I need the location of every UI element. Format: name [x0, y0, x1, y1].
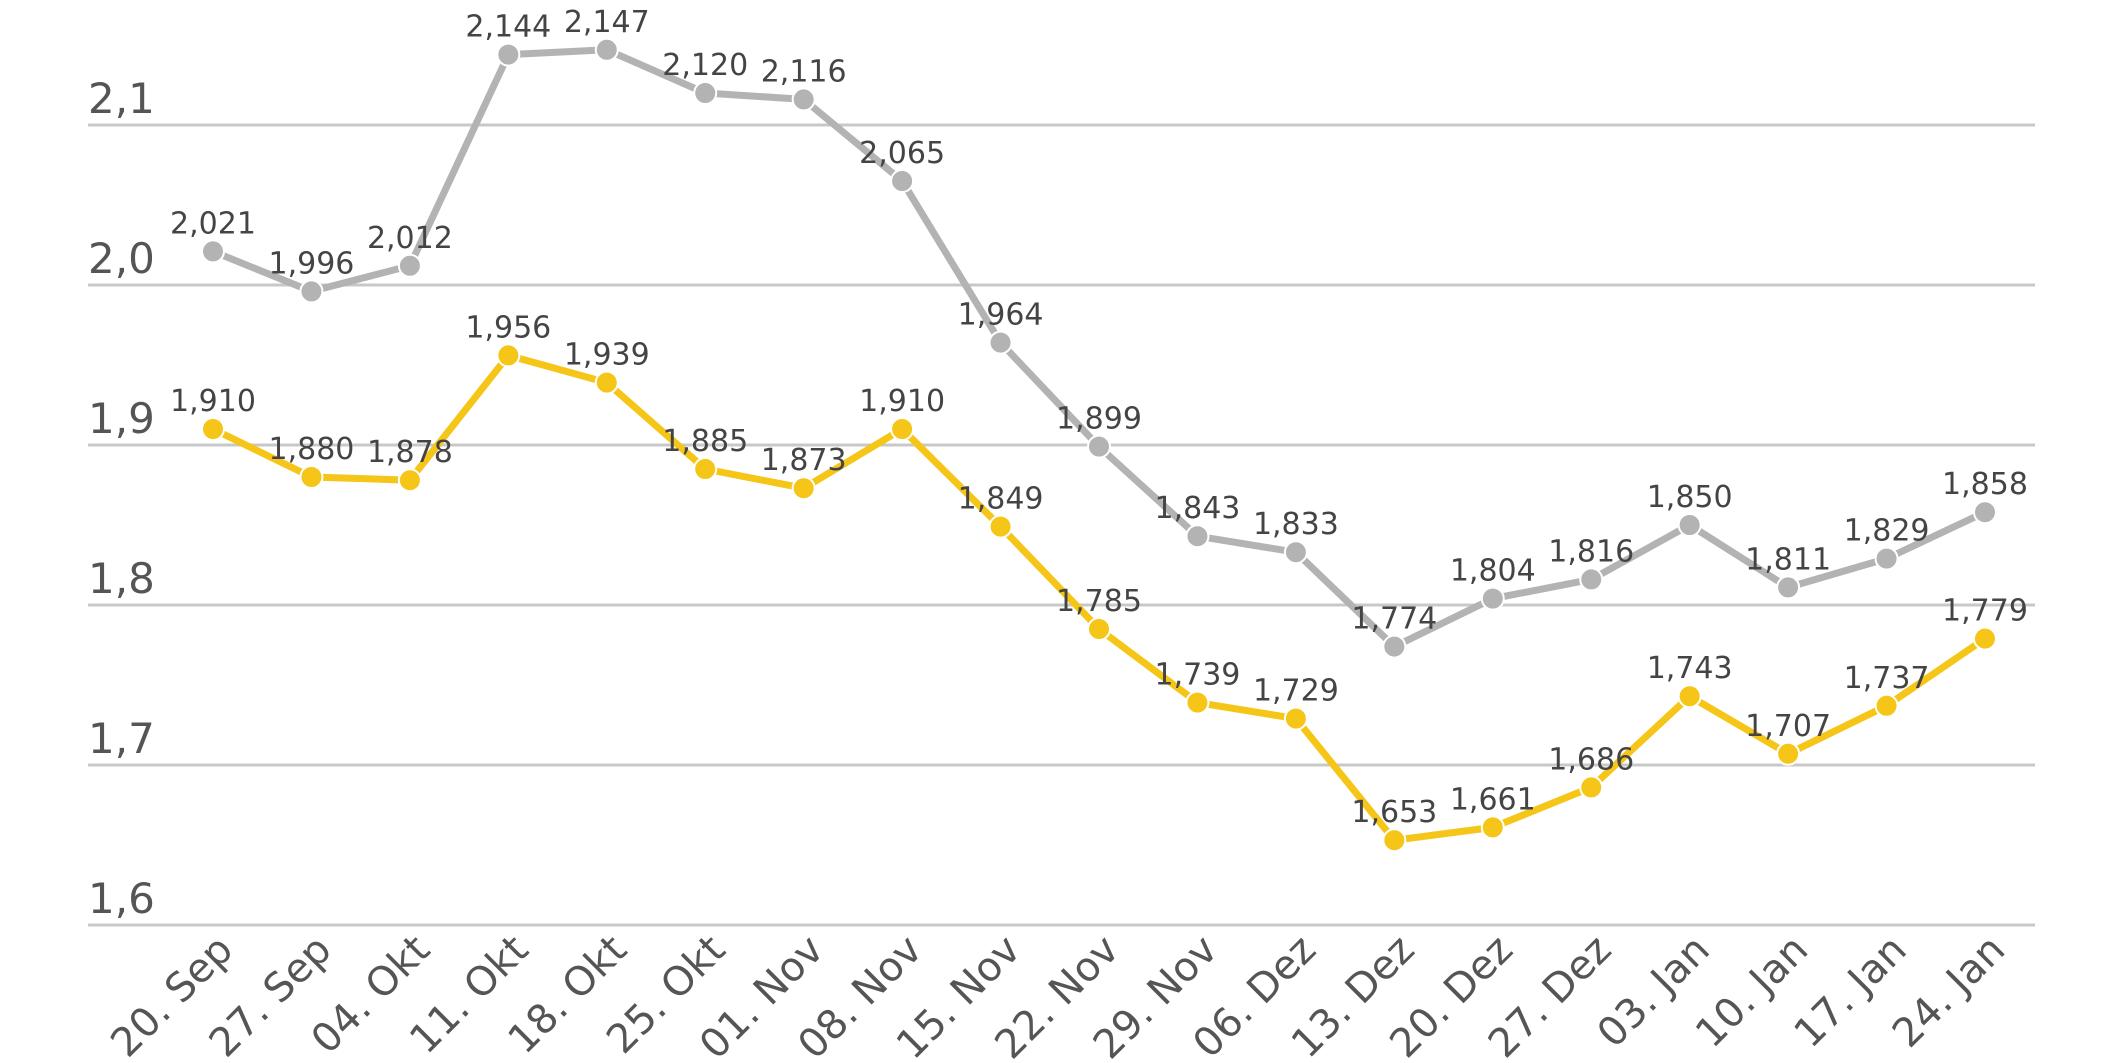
- data-label-yellow: 1,661: [1450, 782, 1536, 817]
- data-point-grey: [1382, 634, 1407, 659]
- data-label-grey: 2,116: [761, 54, 847, 89]
- data-label-grey: 2,120: [662, 48, 748, 83]
- data-label-yellow: 1,785: [1056, 584, 1142, 619]
- data-point-yellow: [988, 514, 1013, 539]
- data-label-grey: 1,843: [1154, 491, 1240, 526]
- data-point-grey: [201, 239, 225, 264]
- data-point-yellow: [1776, 741, 1801, 766]
- data-label-yellow: 1,910: [859, 384, 945, 419]
- data-label-yellow: 1,653: [1351, 795, 1437, 830]
- data-label-yellow: 1,910: [170, 384, 256, 419]
- y-axis-ticks: 1,6 1,7 1,8 1,9 2,0 2,1: [88, 74, 155, 923]
- data-point-grey: [397, 253, 422, 278]
- data-label-grey: 1,850: [1647, 480, 1733, 515]
- data-label-grey: 1,858: [1942, 467, 2028, 502]
- data-label-yellow: 1,739: [1154, 658, 1240, 693]
- data-label-grey: 2,012: [367, 221, 453, 256]
- series-line-grey: [209, 46, 1989, 651]
- data-point-yellow: [693, 457, 718, 481]
- y-tick-label: 2,0: [88, 234, 155, 283]
- data-label-yellow: 1,779: [1942, 594, 2028, 629]
- data-point-grey: [1579, 567, 1604, 592]
- data-label-yellow: 1,707: [1745, 709, 1831, 744]
- gridlines: [88, 123, 2035, 927]
- data-label-grey: 2,144: [465, 10, 551, 45]
- data-label-grey: 1,899: [1056, 402, 1142, 437]
- y-tick-label: 2,1: [88, 74, 155, 123]
- data-label-yellow: 1,737: [1844, 661, 1930, 696]
- data-label-grey: 2,065: [859, 136, 945, 171]
- data-point-yellow: [1480, 815, 1505, 840]
- data-point-yellow: [299, 465, 324, 489]
- data-label-yellow: 1,880: [268, 432, 354, 467]
- data-label-yellow: 1,729: [1253, 674, 1339, 709]
- data-point-grey: [693, 81, 718, 105]
- data-point-grey: [1874, 546, 1899, 571]
- data-label-grey: 1,996: [268, 246, 354, 281]
- y-tick-label: 1,8: [88, 554, 155, 603]
- x-tick-label: 24. Jan: [1884, 927, 2014, 1057]
- data-point-yellow: [791, 476, 816, 501]
- data-point-yellow: [1283, 706, 1308, 731]
- data-point-yellow: [1973, 626, 1997, 651]
- data-point-grey: [1185, 524, 1210, 549]
- data-label-yellow: 1,849: [958, 482, 1044, 517]
- data-label-yellow: 1,878: [367, 435, 453, 470]
- data-point-yellow: [890, 417, 915, 441]
- data-label-grey: 1,816: [1548, 534, 1634, 569]
- data-label-grey: 1,964: [958, 298, 1044, 333]
- data-point-grey: [496, 42, 521, 67]
- data-point-yellow: [1087, 617, 1111, 641]
- y-tick-label: 1,6: [88, 874, 155, 923]
- data-label-yellow: 1,873: [761, 443, 847, 478]
- data-point-yellow: [201, 417, 225, 441]
- data-point-grey: [1776, 575, 1801, 600]
- data-label-yellow: 1,885: [662, 424, 748, 459]
- data-point-yellow: [1579, 775, 1604, 800]
- data-point-yellow: [594, 370, 619, 395]
- data-point-grey: [1087, 434, 1111, 459]
- data-point-grey: [1677, 513, 1702, 537]
- data-point-yellow: [1677, 684, 1702, 709]
- data-point-grey: [791, 87, 816, 112]
- data-point-yellow: [1874, 693, 1899, 718]
- data-label-yellow: 1,743: [1647, 651, 1733, 686]
- data-point-yellow: [1382, 828, 1407, 853]
- data-label-grey: 1,829: [1844, 514, 1930, 549]
- data-label-yellow: 1,686: [1548, 742, 1634, 777]
- data-point-grey: [1480, 586, 1505, 611]
- data-label-grey: 1,833: [1253, 507, 1339, 542]
- data-labels: 2,021 1,996 2,012 2,144 2,147 2,120 2,116 2,065…: [170, 5, 2028, 830]
- data-point-grey: [1973, 500, 1997, 525]
- data-label-grey: 1,774: [1351, 602, 1437, 637]
- data-point-grey: [299, 279, 324, 304]
- y-tick-label: 1,9: [88, 394, 155, 443]
- data-point-grey: [890, 169, 915, 193]
- data-label-grey: 1,811: [1745, 542, 1831, 577]
- data-label-grey: 2,147: [564, 5, 650, 40]
- data-point-yellow: [397, 468, 422, 493]
- y-tick-label: 1,7: [88, 714, 155, 763]
- data-point-grey: [988, 330, 1013, 355]
- series-points: [201, 37, 1997, 853]
- data-point-yellow: [496, 343, 521, 368]
- data-label-grey: 2,021: [170, 206, 256, 241]
- data-point-yellow: [1185, 690, 1210, 715]
- data-label-yellow: 1,939: [564, 338, 650, 373]
- data-point-grey: [594, 37, 619, 62]
- data-point-grey: [1283, 540, 1308, 565]
- data-label-yellow: 1,956: [465, 310, 551, 345]
- data-label-grey: 1,804: [1450, 554, 1536, 589]
